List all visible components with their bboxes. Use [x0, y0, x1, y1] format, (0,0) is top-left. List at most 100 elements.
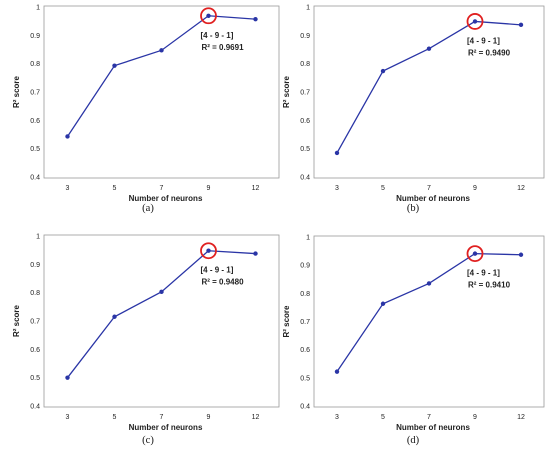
y-tick-label: 0.6 [300, 118, 310, 125]
annotation-architecture: [4 - 9 - 1] [467, 269, 500, 278]
panel-caption: (b) [407, 203, 420, 214]
data-point [472, 19, 478, 24]
data-point [426, 281, 432, 286]
x-tick-label: 3 [335, 185, 339, 192]
x-tick-label: 12 [517, 185, 525, 192]
y-tick-label: 0.8 [300, 61, 310, 68]
x-tick-label: 9 [473, 414, 477, 421]
plot-frame [43, 5, 280, 179]
annotation-architecture: [4 - 9 - 1] [201, 266, 234, 275]
y-tick-label: 0.4 [300, 404, 310, 411]
y-tick-label: 0.9 [30, 262, 40, 269]
chart-panel-a: 0.4 0.5 0.6 0.7 0.8 0.9 1 3 5 7 9 12 Number of neuro… [12, 5, 280, 214]
y-axis-title: R² score [282, 75, 291, 108]
data-point [426, 46, 432, 51]
chart-panel-c: 0.4 0.5 0.6 0.7 0.8 0.9 1 3 5 7 9 12 Number of neuro… [12, 234, 280, 446]
data-point [112, 314, 117, 319]
data-point [380, 301, 386, 306]
data-point [253, 16, 258, 22]
x-axis-title: Number of neurons [396, 194, 470, 203]
x-tick-label: 7 [427, 414, 431, 421]
data-point [518, 22, 524, 28]
plot-frame [313, 235, 545, 408]
y-tick-label: 0.8 [300, 291, 310, 298]
y-tick-label: 1 [306, 235, 310, 242]
data-point [65, 375, 70, 380]
x-tick-label: 9 [473, 185, 477, 192]
plot-frame [313, 5, 545, 179]
annotation-architecture: [4 - 9 - 1] [201, 31, 234, 40]
x-tick-label: 3 [66, 185, 70, 192]
x-tick-label: 7 [427, 185, 431, 192]
y-tick-label: 0.9 [300, 263, 310, 270]
y-tick-label: 1 [36, 234, 40, 241]
x-tick-label: 7 [160, 185, 164, 192]
x-axis-title: Number of neurons [129, 194, 203, 203]
chart-panel-b: 0.4 0.5 0.6 0.7 0.8 0.9 1 3 5 7 9 12 Number of neuro… [282, 5, 545, 214]
plot-frame [43, 234, 280, 408]
y-tick-label: 0.7 [300, 90, 310, 97]
panel-caption: (d) [407, 435, 420, 446]
data-point [472, 251, 478, 256]
data-point [206, 13, 211, 18]
y-tick-label: 0.6 [30, 347, 40, 354]
y-axis-title: R² score [282, 305, 291, 338]
annotation-r2: R² = 0.9480 [202, 278, 245, 287]
data-point [159, 48, 164, 53]
data-point [334, 150, 340, 156]
y-tick-label: 0.5 [30, 146, 40, 153]
y-tick-label: 0.9 [30, 33, 40, 40]
y-tick-label: 0.8 [30, 290, 40, 297]
panel-caption: (a) [142, 203, 154, 214]
x-tick-label: 5 [113, 414, 117, 421]
y-axis-title: R² score [12, 75, 21, 108]
x-tick-label: 12 [517, 414, 525, 421]
y-axis-title: R² score [12, 304, 21, 337]
annotation-r2: R² = 0.9410 [468, 281, 511, 290]
data-point [334, 369, 340, 374]
y-tick-label: 0.4 [30, 175, 40, 182]
panel-caption: (c) [142, 435, 154, 446]
y-tick-label: 0.7 [300, 319, 310, 326]
highlight-circle [200, 7, 217, 25]
x-tick-label: 3 [335, 414, 339, 421]
highlight-circle [200, 242, 217, 260]
x-tick-label: 3 [66, 414, 70, 421]
annotation-r2: R² = 0.9490 [468, 48, 511, 57]
data-point [65, 134, 70, 139]
y-tick-label: 0.8 [30, 61, 40, 68]
y-tick-label: 0.4 [30, 404, 40, 411]
y-tick-label: 1 [36, 5, 40, 12]
x-tick-label: 12 [252, 185, 260, 192]
y-tick-label: 0.9 [300, 33, 310, 40]
x-tick-label: 12 [252, 414, 260, 421]
x-tick-label: 9 [207, 414, 211, 421]
annotation-r2: R² = 0.9691 [202, 43, 245, 52]
data-point [112, 63, 117, 68]
y-tick-label: 0.5 [300, 146, 310, 153]
y-tick-label: 0.5 [30, 375, 40, 382]
highlight-circle [466, 245, 484, 263]
y-tick-label: 0.7 [30, 319, 40, 326]
y-tick-label: 0.4 [300, 175, 310, 182]
data-point [159, 289, 164, 295]
highlight-circle [466, 13, 484, 30]
data-point [518, 252, 524, 257]
annotation-architecture: [4 - 9 - 1] [467, 36, 500, 45]
y-tick-label: 0.5 [300, 375, 310, 382]
y-tick-label: 0.6 [30, 118, 40, 125]
data-point [206, 248, 211, 253]
x-tick-label: 5 [381, 185, 385, 192]
y-tick-label: 0.6 [300, 347, 310, 354]
data-point [253, 251, 258, 256]
data-point [380, 68, 386, 74]
y-tick-label: 1 [306, 5, 310, 12]
x-tick-label: 9 [207, 185, 211, 192]
x-tick-label: 5 [381, 414, 385, 421]
x-tick-label: 5 [113, 185, 117, 192]
chart-panel-d: 0.4 0.5 0.6 0.7 0.8 0.9 1 3 5 7 9 12 Number of neuro… [282, 235, 545, 446]
x-axis-title: Number of neurons [396, 423, 470, 432]
y-tick-label: 0.7 [30, 90, 40, 97]
x-axis-title: Number of neurons [129, 423, 203, 432]
